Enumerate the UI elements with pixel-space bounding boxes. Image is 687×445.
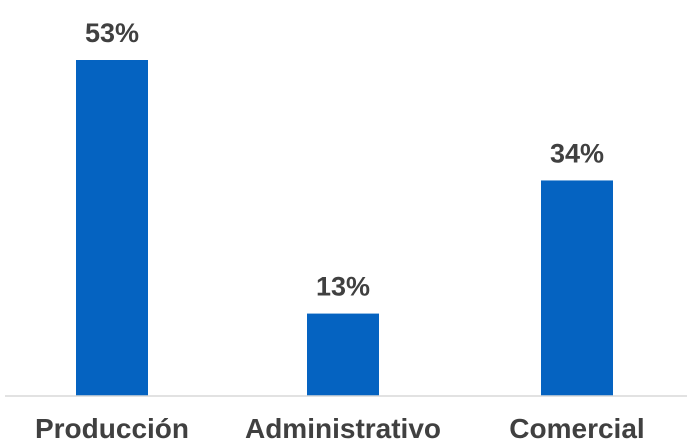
data-label-administrativo: 13% [316, 272, 370, 302]
bar-producción [76, 60, 148, 396]
bar-comercial [541, 180, 613, 396]
bars-layer [76, 60, 613, 396]
labels-layer: 53% Producción 13% Administrativo 34% Comerci… [35, 18, 645, 444]
category-label-comercial: Comercial [509, 413, 644, 444]
data-label-producción: 53% [85, 18, 139, 48]
category-label-administrativo: Administrativo [245, 413, 441, 444]
data-label-comercial: 34% [550, 138, 604, 168]
category-label-producción: Producción [35, 413, 189, 444]
bar-administrativo [307, 313, 379, 396]
